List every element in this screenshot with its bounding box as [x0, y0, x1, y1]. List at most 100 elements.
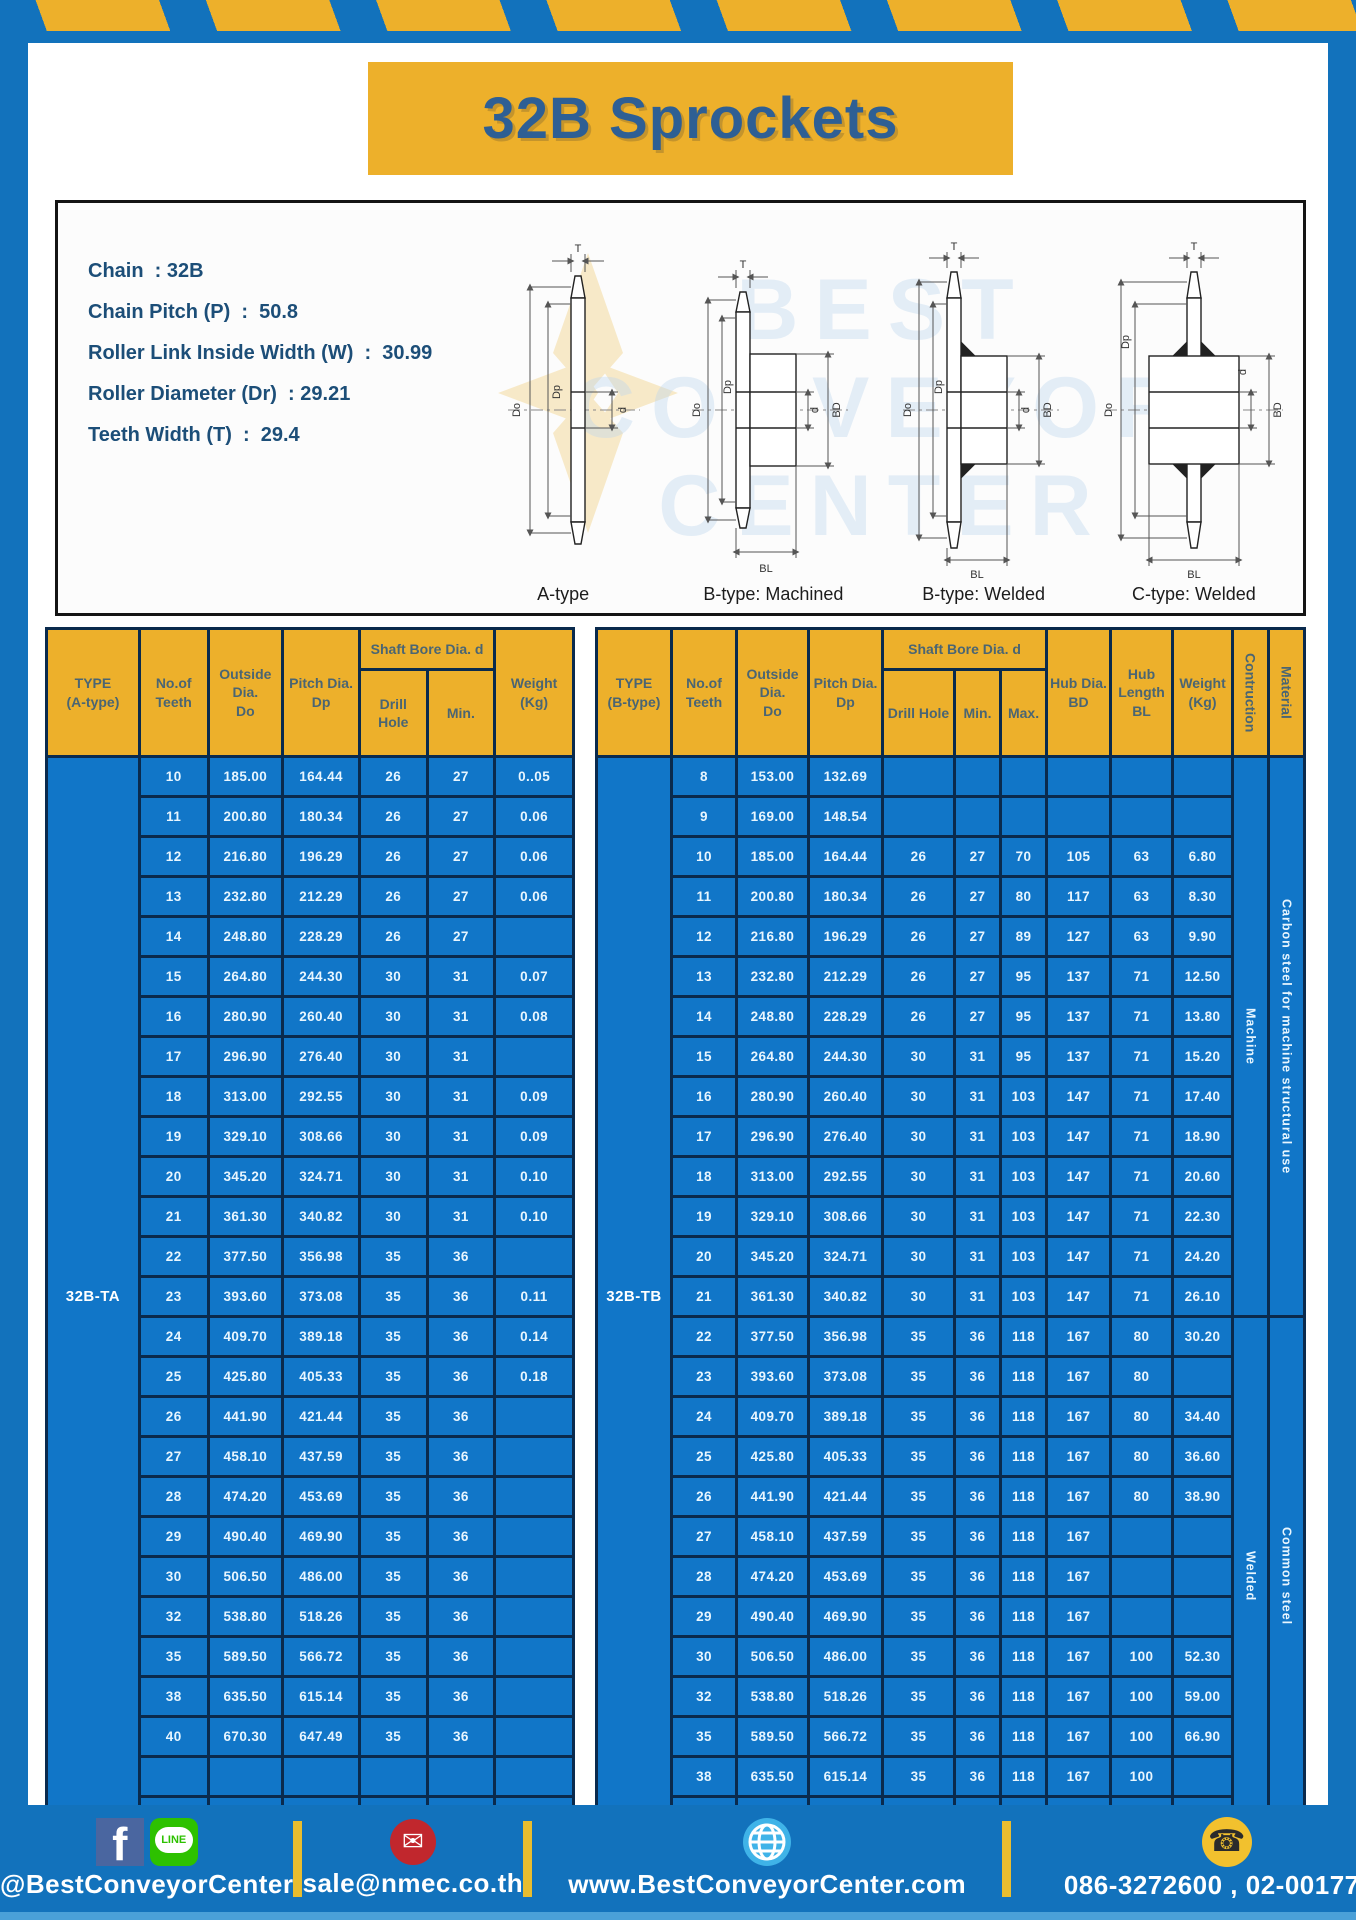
table-cell: 147	[1045, 1195, 1113, 1238]
table-cell	[1109, 1595, 1175, 1638]
table-cell	[493, 1235, 575, 1278]
table-cell: 18.90	[1171, 1115, 1235, 1158]
c-type-welded-drawing: T Do Dp d	[1103, 242, 1284, 581]
table-cell: 19	[670, 1195, 738, 1238]
table-cell: 296.90	[735, 1115, 810, 1158]
table-cell: 31	[953, 1115, 1002, 1158]
table-cell: 35	[670, 1715, 738, 1758]
table-row	[47, 1755, 575, 1798]
table-cell: 26	[881, 875, 956, 918]
table-cell: 31	[425, 1195, 497, 1238]
table-cell: 26	[670, 1475, 738, 1518]
table-cell: 0.14	[493, 1315, 575, 1358]
table-row: 32B-TB 8 153.00 132.69 Machine Carbon steel f…	[595, 755, 1307, 1838]
table-cell: 340.82	[807, 1275, 884, 1318]
table-cell: 356.98	[807, 1315, 884, 1358]
table-row: 30 506.50 486.00 35 36 118 167 100 52.30	[597, 1635, 1305, 1678]
table-cell: 232.80	[206, 875, 285, 918]
phone-icon[interactable]: ☎	[1201, 1816, 1252, 1867]
table-cell: 30	[357, 955, 429, 998]
table-cell: 212.29	[281, 875, 361, 918]
table-cell: 36	[425, 1715, 497, 1758]
table-cell: 0.11	[493, 1275, 575, 1318]
table-cell: 36	[953, 1675, 1002, 1718]
table-cell: 71	[1109, 1035, 1175, 1078]
col-teeth: No.of Teeth	[137, 627, 210, 758]
table-cell: 31	[953, 1235, 1002, 1278]
phone-numbers[interactable]: 086-3272600 , 02-0017766	[1063, 1869, 1356, 1900]
table-a-type: TYPE (A-type) No.of Teeth Outside Dia. D…	[45, 627, 575, 1838]
table-cell: 118	[998, 1395, 1049, 1438]
table-cell: 329.10	[735, 1195, 810, 1238]
website-url[interactable]: www.BestConveyorCenter.com	[568, 1868, 967, 1899]
table-cell: 80	[1109, 1315, 1175, 1358]
table-cell: 8	[670, 755, 738, 798]
table-cell: 137	[1045, 995, 1113, 1038]
diagram-c-type-welded: T Do Dp d	[1089, 207, 1299, 609]
facebook-handle[interactable]: @BestConveyorCenter	[0, 1868, 294, 1899]
page-title: 32B Sprockets	[482, 86, 899, 151]
table-cell: 635.50	[206, 1675, 285, 1718]
table-cell: 35	[881, 1355, 956, 1398]
table-cell: 31	[425, 1115, 497, 1158]
table-cell: 308.66	[807, 1195, 884, 1238]
table-cell: 441.90	[735, 1475, 810, 1518]
table-cell: 35	[881, 1315, 956, 1358]
table-cell: 95	[998, 995, 1049, 1038]
table-row: 19 329.10 308.66 30 31 0.09	[47, 1115, 575, 1158]
caption-b-type-machined: B-type: Machined	[703, 584, 844, 604]
spec-chain: Chain : 32B	[88, 260, 204, 282]
table-cell: 80	[1109, 1355, 1175, 1398]
table-cell: 35	[357, 1475, 429, 1518]
table-cell: 0.10	[493, 1195, 575, 1238]
table-cell: 22	[137, 1235, 210, 1278]
table-cell	[953, 795, 1002, 838]
table-cell: 35	[357, 1315, 429, 1358]
line-icon[interactable]: LINE	[149, 1817, 198, 1866]
table-cell: 164.44	[807, 835, 884, 878]
table-cell: 40	[137, 1715, 210, 1758]
svg-text:Do: Do	[902, 403, 914, 417]
table-cell: 36	[953, 1515, 1002, 1558]
table-cell	[493, 1555, 575, 1598]
table-cell: 30	[670, 1635, 738, 1678]
caption-c-type-welded: C-type: Welded	[1132, 584, 1256, 604]
table-cell	[206, 1755, 285, 1798]
table-cell	[953, 755, 1002, 798]
table-cell: 36	[425, 1395, 497, 1438]
table-cell: 615.14	[281, 1675, 361, 1718]
mail-icon[interactable]: ✉	[389, 1818, 436, 1865]
table-cell: 469.90	[281, 1515, 361, 1558]
col-material: Material	[1267, 627, 1307, 758]
table-cell: 36	[425, 1435, 497, 1478]
table-cell: 167	[1045, 1595, 1113, 1638]
table-cell: 31	[425, 1035, 497, 1078]
table-cell: 167	[1045, 1715, 1113, 1758]
table-cell: 38.90	[1171, 1475, 1235, 1518]
table-cell: 148.54	[807, 795, 884, 838]
table-cell: 506.50	[735, 1635, 810, 1678]
table-cell: 26	[881, 955, 956, 998]
facebook-icon[interactable]: f	[95, 1817, 144, 1866]
table-cell: 25	[670, 1435, 738, 1478]
table-cell: 118	[998, 1595, 1049, 1638]
table-cell: 276.40	[281, 1035, 361, 1078]
globe-icon[interactable]	[743, 1817, 792, 1866]
table-cell: 36	[425, 1515, 497, 1558]
table-cell: 615.14	[807, 1755, 884, 1798]
email-address[interactable]: sale@nmec.co.th	[302, 1867, 524, 1898]
table-cell: 16	[670, 1075, 738, 1118]
table-cell: 30	[881, 1115, 956, 1158]
table-cell: 264.80	[206, 955, 285, 998]
table-cell: 0.18	[493, 1355, 575, 1398]
table-row: 16 280.90 260.40 30 31 0.08	[47, 995, 575, 1038]
table-cell	[425, 1755, 497, 1798]
svg-text:BL: BL	[760, 563, 773, 575]
table-cell: 14	[137, 915, 210, 958]
table-row: 13 232.80 212.29 26 27 95 137 71 12.50	[597, 955, 1305, 998]
table-cell: 15.20	[1171, 1035, 1235, 1078]
table-row: 26 441.90 421.44 35 36 118 167 80 38.90	[597, 1475, 1305, 1518]
table-cell	[1171, 1355, 1235, 1398]
svg-text:BD: BD	[1042, 402, 1054, 417]
phone-glyph: ☎	[1208, 1825, 1246, 1858]
